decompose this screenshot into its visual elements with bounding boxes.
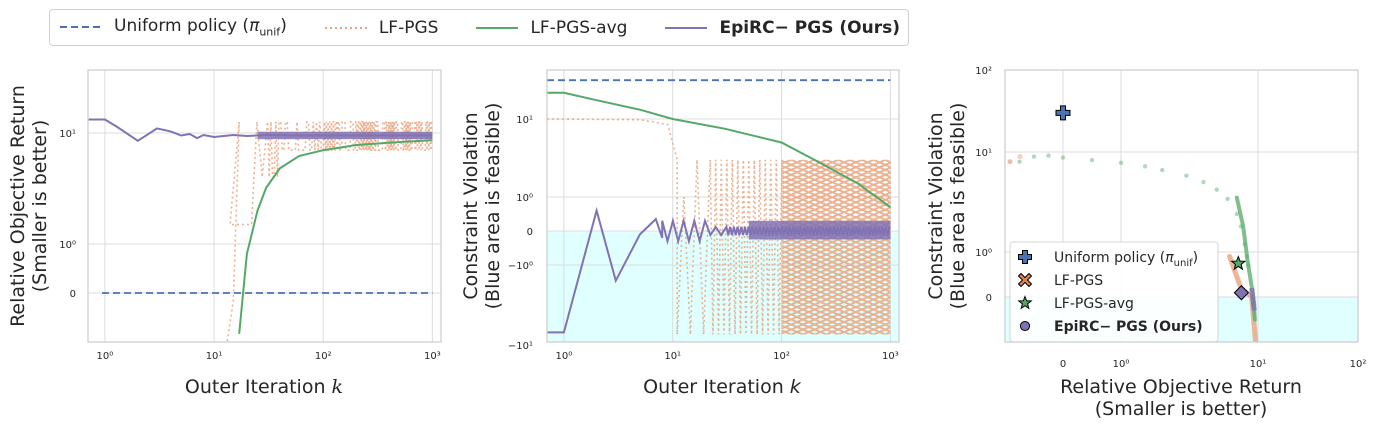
series-ours-2-band — [748, 220, 891, 240]
trail-point-avg — [1060, 155, 1066, 160]
inset-legend-label: EpiRC− PGS (Ours) — [1054, 319, 1203, 335]
trail-point-avg — [1160, 167, 1165, 173]
x-tick-label: 10⁰ — [1113, 359, 1130, 370]
inset-legend-label: LF-PGS-avg — [1054, 296, 1134, 312]
y-tick-label: 10¹ — [59, 129, 76, 140]
y-tick-label: 0 — [986, 293, 992, 304]
plot-frame-2 — [1004, 69, 1359, 343]
y-axis-title-2-line1: Constraint Violation — [460, 112, 482, 299]
x-tick-label: 10² — [1350, 359, 1367, 370]
series-lf-pgs-1 — [226, 121, 433, 342]
y-axis-title-1: Relative Objective Return (Smaller is bet… — [7, 85, 51, 327]
trail-point-avg — [1142, 164, 1148, 169]
inset-legend-marker — [1017, 272, 1033, 288]
legend-label-uniform: Uniform policy (πunif) — [114, 16, 287, 39]
trail-point-avg — [1031, 154, 1037, 159]
y-tick-label: 10⁰ — [975, 248, 992, 259]
legend-item-lf-pgs-avg: LF-PGS-avg — [474, 18, 627, 38]
trail-point-lf — [1017, 154, 1023, 160]
y-tick-label: 10¹ — [975, 148, 992, 159]
trail-ours-band — [1249, 287, 1257, 311]
plot-frame-0 — [87, 69, 442, 343]
legend-line-dotted — [324, 26, 367, 29]
trail-point-avg — [1184, 173, 1189, 178]
y-tick-label: 0 — [527, 227, 533, 238]
trail-point-lf — [1007, 159, 1013, 165]
x-tick-label: 10¹ — [206, 351, 223, 362]
x-axis-title-3-line2: (Smaller is better) — [1095, 398, 1268, 420]
y-tick-label: 10² — [975, 66, 992, 77]
legend-item-lf-pgs: LF-PGS — [323, 17, 439, 38]
series-ours-1-band — [257, 131, 433, 140]
x-axis-title-3-line1: Relative Objective Return — [1060, 376, 1302, 398]
x-tick-label: 10⁰ — [555, 351, 572, 362]
trail-point-avg — [1017, 159, 1022, 164]
x-axis-title-1: Outer Iteration k — [185, 376, 343, 398]
point-lf-pgs-avg — [1230, 255, 1247, 271]
inset-legend-marker — [1017, 295, 1033, 310]
y-axis-title-1-line2: (Smaller is better) — [29, 120, 51, 293]
point-uniform — [1055, 105, 1071, 121]
x-tick-label: 10² — [773, 351, 790, 362]
trail-point-avg — [1118, 160, 1124, 165]
inset-legend-label: Uniform policy (πunif) — [1054, 250, 1198, 269]
y-tick-label: −10¹ — [508, 341, 533, 352]
series-lf-pgs-avg-2 — [547, 91, 891, 209]
x-tick-label: 10³ — [882, 351, 899, 362]
y-tick-label: 10⁰ — [59, 240, 76, 251]
x-tick-label: 10² — [315, 351, 332, 362]
y-axis-title-3-line1: Constraint Violation — [925, 112, 947, 299]
legend-item-uniform: Uniform policy (πunif) — [58, 16, 287, 39]
y-tick-label: 10¹ — [516, 115, 533, 126]
legend-line-dashed — [60, 26, 102, 29]
y-axis-title-2: Constraint Violation (Blue area is feasib… — [460, 103, 504, 310]
y-tick-label: −10⁰ — [508, 261, 533, 272]
point-ours-final — [1233, 285, 1250, 301]
x-tick-label: 10¹ — [664, 351, 681, 362]
legend-line-solid-purple — [665, 26, 708, 29]
trail-point-avg — [1201, 179, 1206, 185]
trail-point-avg — [1046, 153, 1051, 158]
series-lf-pgs-avg-1 — [238, 139, 433, 334]
x-tick-label: 10¹ — [1250, 359, 1267, 370]
trail-point-avg — [1214, 187, 1219, 192]
inset-legend-label: LF-PGS — [1054, 273, 1103, 289]
legend-label-ours: EpiRC− PGS (Ours) — [719, 17, 900, 38]
y-tick-label: 10⁰ — [516, 193, 533, 204]
inset-legend-marker — [1019, 320, 1031, 332]
x-tick-label: 0 — [1060, 359, 1066, 370]
y-axis-title-3-line2: (Blue area is feasible) — [947, 103, 969, 310]
trail-point-avg — [1225, 196, 1230, 202]
inset-legend-marker — [1018, 250, 1032, 264]
x-tick-label: 10³ — [424, 351, 441, 362]
x-axis-title-2: Outer Iteration k — [643, 376, 802, 398]
trail-point-avg — [1234, 211, 1239, 217]
y-axis-title-1-line1: Relative Objective Return — [7, 85, 29, 327]
inset-legend: Uniform policy (πunif) LF-PGS LF-PGS-avg Ep… — [1009, 241, 1219, 343]
x-tick-label: 10⁰ — [97, 351, 114, 362]
y-axis-title-2-line2: (Blue area is feasible) — [482, 103, 504, 310]
legend-line-solid-green — [476, 26, 519, 29]
y-axis-title-3: Constraint Violation (Blue area is feasib… — [925, 103, 969, 310]
legend-label-lf-pgs-avg: LF-PGS-avg — [530, 17, 628, 38]
trail-point-avg — [1089, 157, 1095, 163]
legend-label-lf-pgs: LF-PGS — [378, 17, 439, 38]
series-lf-pgs-2 — [547, 118, 891, 335]
y-tick-label: 0 — [70, 289, 76, 300]
plot-frame-1 — [546, 69, 900, 343]
figure-legend: Uniform policy (πunif) LF-PGS LF-PGS-avg… — [49, 9, 909, 46]
legend-item-ours: EpiRC− PGS (Ours) — [663, 18, 900, 38]
